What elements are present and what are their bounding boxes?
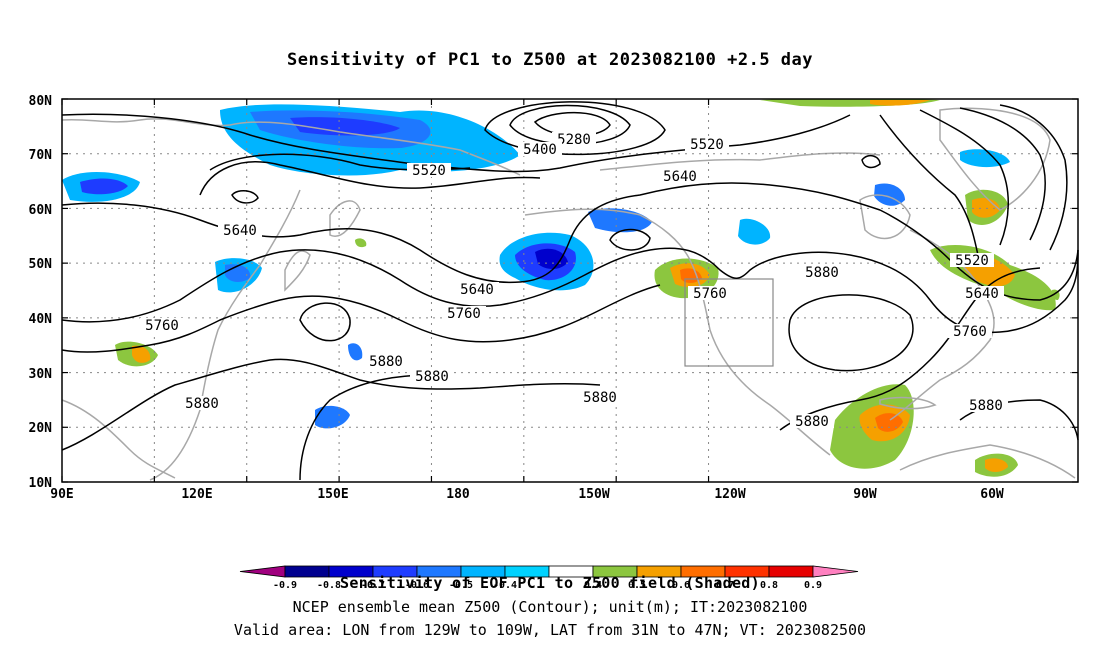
svg-text:5280: 5280: [557, 132, 591, 148]
svg-text:5880: 5880: [795, 414, 829, 430]
shade-green-small-1: [355, 238, 366, 247]
svg-text:5640: 5640: [223, 223, 257, 239]
contour-label: 5520: [685, 137, 729, 153]
lat-label: 60N: [29, 203, 53, 218]
contour-label: 5760: [948, 324, 992, 340]
contour-hudson-small: [862, 156, 880, 168]
svg-text:5640: 5640: [663, 169, 697, 185]
contour-label: 5760: [688, 286, 732, 302]
footer-line-1: Sensitivity of EOF PC1 to Z500 field (Sh…: [0, 574, 1100, 592]
contour-label: 5880: [964, 398, 1008, 414]
map-frame: [62, 99, 1078, 482]
lon-label: 90W: [853, 487, 877, 502]
svg-text:5760: 5760: [953, 324, 987, 340]
lat-label: 20N: [29, 421, 53, 436]
lat-label: 80N: [29, 94, 53, 109]
gridlines: [62, 99, 1078, 482]
svg-text:5640: 5640: [965, 286, 999, 302]
lon-label: 60W: [980, 487, 1004, 502]
contour-label: 5880: [800, 265, 844, 281]
lat-label: 50N: [29, 257, 53, 272]
contour-label: 5520: [950, 253, 994, 269]
lon-label: 150W: [578, 487, 609, 502]
lat-label: 40N: [29, 312, 53, 327]
svg-text:5760: 5760: [447, 306, 481, 322]
lon-label: 180: [446, 487, 470, 502]
svg-text:5520: 5520: [412, 163, 446, 179]
svg-text:5520: 5520: [690, 137, 724, 153]
z500-contours: [62, 102, 1078, 480]
contour-label: 5640: [455, 282, 499, 298]
coast-kamchatka: [330, 201, 360, 236]
contour-greenland-b: [920, 110, 1008, 245]
lat-label: 70N: [29, 148, 53, 163]
svg-text:5760: 5760: [145, 318, 179, 334]
coast-na-arctic: [600, 153, 880, 170]
svg-text:5760: 5760: [693, 286, 727, 302]
contour-label: 5400: [518, 142, 562, 158]
lon-label: 90E: [50, 487, 73, 502]
contour-label: 5640: [658, 169, 702, 185]
svg-text:5880: 5880: [415, 369, 449, 385]
contour-label: 5520: [407, 163, 451, 179]
svg-text:5880: 5880: [805, 265, 839, 281]
coast-japan: [285, 251, 310, 290]
contour-label: 5880: [364, 354, 408, 370]
contour-siberia-loop: [232, 191, 258, 203]
axis-ticks: [62, 99, 1078, 482]
shade-blue-w-pacific-2: [315, 406, 350, 429]
svg-text:5520: 5520: [955, 253, 989, 269]
footer-line-3: Valid area: LON from 129W to 109W, LAT f…: [0, 621, 1100, 639]
coast-asia-south: [62, 400, 175, 478]
contour-label: 5760: [140, 318, 184, 334]
lon-label: 150E: [317, 487, 348, 502]
contour-label: 5880: [578, 390, 622, 406]
contour-label: 5640: [218, 223, 262, 239]
shade-blue-baffin: [960, 149, 1010, 167]
shade-blue-canada: [738, 219, 770, 245]
lat-label: 10N: [29, 476, 53, 491]
lon-label: 120W: [714, 487, 745, 502]
svg-text:5880: 5880: [185, 396, 219, 412]
contour-label: 5880: [180, 396, 224, 412]
contour-label: 5880: [410, 369, 454, 385]
contour-5880-ring-na: [789, 295, 913, 371]
shade-blue-w-pacific-1: [348, 343, 362, 360]
contour-5880-south: [62, 359, 600, 450]
svg-text:5400: 5400: [523, 142, 557, 158]
footer-line-2: NCEP ensemble mean Z500 (Contour); unit(…: [0, 598, 1100, 616]
contour-5880-ring-pacific: [300, 303, 350, 341]
contour-label: 5880: [790, 414, 834, 430]
lon-label: 120E: [181, 487, 212, 502]
contour-label: 5640: [960, 286, 1004, 302]
svg-text:5880: 5880: [969, 398, 1003, 414]
lat-label: 30N: [29, 367, 53, 382]
svg-text:5880: 5880: [369, 354, 403, 370]
svg-text:5640: 5640: [460, 282, 494, 298]
coastlines: [62, 108, 1075, 480]
svg-text:5880: 5880: [583, 390, 617, 406]
contour-label: 5760: [442, 306, 486, 322]
